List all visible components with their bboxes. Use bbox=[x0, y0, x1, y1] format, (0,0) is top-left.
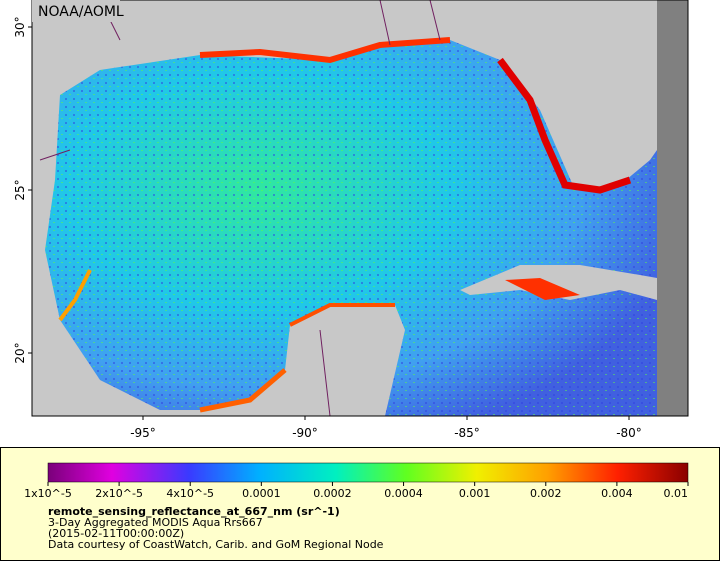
map: NOAA/AOML bbox=[31, 0, 689, 417]
coastal-high bbox=[199, 37, 451, 64]
coastal-high bbox=[199, 368, 287, 413]
lat-label: 20° bbox=[13, 342, 27, 363]
colorbar-label: 0.0001 bbox=[242, 487, 281, 500]
colorbar-label: 2x10^-5 bbox=[95, 487, 143, 500]
colorbar-labels: 1x10^-5 2x10^-5 4x10^-5 0.0001 0.0002 0.0004 0… bbox=[24, 482, 689, 500]
colorbar-label: 1x10^-5 bbox=[24, 487, 72, 500]
coastal-high bbox=[58, 269, 92, 322]
colorbar-label: 4x10^-5 bbox=[166, 487, 214, 500]
cuba bbox=[460, 265, 657, 300]
coastal-high bbox=[497, 57, 632, 194]
colorbar-label: 0.01 bbox=[664, 487, 689, 500]
lat-axis: 20° 25° 30° bbox=[13, 16, 32, 364]
map-title: NOAA/AOML bbox=[38, 4, 124, 20]
lat-label: 30° bbox=[13, 16, 27, 37]
legend-dataset: 3-Day Aggregated MODIS Aqua Rrs667 bbox=[48, 516, 263, 529]
coastal-high bbox=[289, 303, 395, 327]
colorbar-label: 0.002 bbox=[530, 487, 562, 500]
lon-label: -85° bbox=[454, 426, 480, 440]
lat-label: 25° bbox=[13, 179, 27, 200]
no-data bbox=[657, 0, 688, 416]
coastal-high bbox=[505, 278, 580, 300]
lon-label: -90° bbox=[292, 426, 318, 440]
lon-label: -95° bbox=[130, 426, 156, 440]
colorbar-label: 0.0002 bbox=[313, 487, 352, 500]
colorbar bbox=[47, 462, 689, 483]
lon-axis: -95° -90° -85° -80° bbox=[130, 416, 642, 440]
legend: 1x10^-5 2x10^-5 4x10^-5 0.0001 0.0002 0.0004 0… bbox=[0, 447, 720, 561]
legend-credit: Data courtesy of CoastWatch, Carib. and … bbox=[48, 538, 384, 551]
lon-label: -80° bbox=[616, 426, 642, 440]
colorbar-label: 0.004 bbox=[601, 487, 633, 500]
legend-variable: remote_sensing_reflectance_at_667_nm (sr… bbox=[48, 505, 340, 518]
map-frame bbox=[31, 0, 689, 417]
legend-time: (2015-02-11T00:00:00Z) bbox=[48, 527, 184, 540]
water-texture bbox=[45, 40, 657, 416]
colorbar-label: 0.001 bbox=[459, 487, 491, 500]
colorbar-label: 0.0004 bbox=[384, 487, 423, 500]
title-box bbox=[32, 0, 120, 22]
